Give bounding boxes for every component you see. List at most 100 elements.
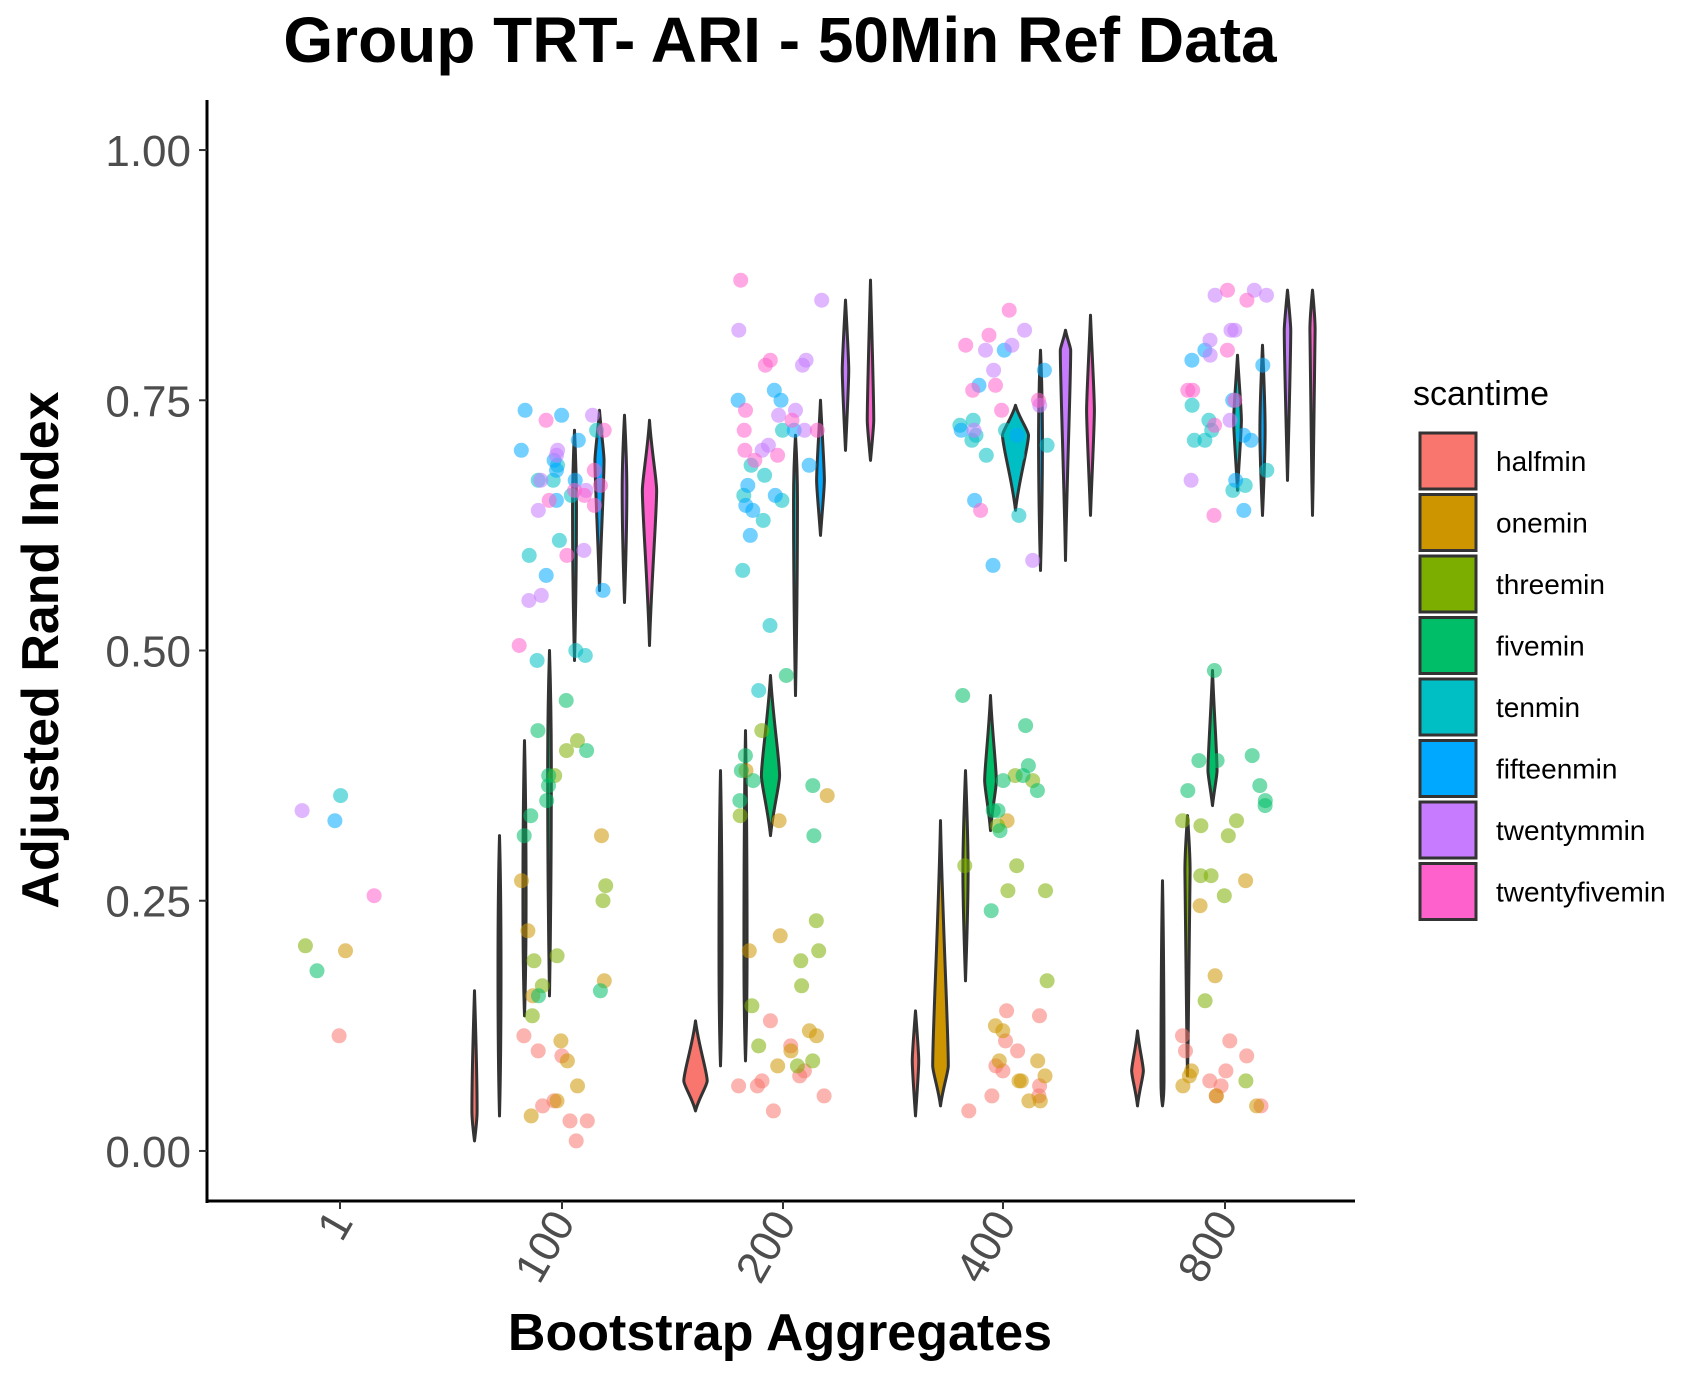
point-tenmin-200	[751, 683, 767, 698]
point-twentyfivemin-100	[592, 477, 608, 493]
y-tick-label: 0.25	[105, 878, 191, 927]
point-tenmin-400	[978, 447, 994, 463]
point-threemin-200	[793, 953, 809, 969]
legend-key-threemin	[1418, 554, 1478, 614]
violin-twentymmin-100	[620, 413, 629, 604]
point-twentymmin-400	[1017, 322, 1033, 338]
point-halfmin-100	[516, 1028, 532, 1044]
point-fivemin-200	[737, 748, 753, 764]
point-twentyfivemin-200	[757, 357, 773, 373]
point-twentyfivemin-400	[965, 382, 981, 398]
point-tenmin-100	[529, 653, 545, 668]
x-tick-label: 800	[1169, 1203, 1248, 1291]
violin-halfmin-100	[470, 989, 479, 1143]
point-onemin-400	[995, 1023, 1011, 1039]
violin-fivemin-100	[546, 649, 553, 998]
point-fivemin-400	[1029, 783, 1045, 799]
point-halfmin-100	[579, 1113, 595, 1129]
point-threemin-100	[598, 878, 614, 894]
point-threemin-800	[1175, 813, 1191, 829]
point-twentyfivemin-400	[1001, 302, 1017, 318]
point-fivemin-200	[805, 778, 821, 794]
point-fivemin-100	[531, 988, 546, 1004]
point-halfmin-1	[331, 1028, 347, 1044]
point-threemin-200	[808, 913, 824, 929]
point-onemin-100	[570, 1078, 585, 1094]
point-fifteenmin-200	[773, 392, 789, 408]
point-fifteenmin-200	[738, 497, 754, 513]
point-twentyfivemin-100	[511, 638, 527, 653]
point-threemin-100	[549, 948, 565, 964]
point-tenmin-800	[1186, 432, 1202, 448]
point-twentymmin-200	[731, 322, 747, 338]
y-tick-label: 0.00	[105, 1128, 191, 1177]
point-fivemin-200	[745, 773, 761, 789]
point-tenmin-800	[1259, 462, 1275, 478]
point-onemin-1	[338, 943, 353, 959]
violin-onemin-400	[931, 819, 950, 1108]
point-tenmin-200	[755, 512, 771, 528]
point-fivemin-400	[1015, 768, 1031, 784]
point-threemin-800	[1220, 828, 1236, 844]
point-onemin-200	[771, 813, 787, 829]
point-onemin-800	[1208, 1088, 1224, 1104]
x-tick-label: 100	[506, 1203, 585, 1291]
point-onemin-100	[549, 1093, 565, 1109]
point-fifteenmin-800	[1184, 352, 1200, 368]
point-threemin-100	[559, 743, 574, 759]
point-twentyfivemin-400	[973, 502, 989, 518]
legend-label-twentyfivemin: twentyfivemin	[1496, 877, 1666, 908]
point-twentyfivemin-800	[1207, 417, 1223, 433]
point-fifteenmin-800	[1236, 502, 1252, 518]
legend-label-threemin: threemin	[1496, 569, 1605, 600]
point-tenmin-400	[998, 422, 1013, 438]
violin-twentyfivemin-800	[1308, 288, 1317, 517]
violin-twentymmin-200	[840, 298, 851, 452]
point-fivemin-100	[541, 778, 556, 794]
legend-key-onemin	[1418, 493, 1478, 552]
y-tick-label: 1.00	[105, 127, 191, 176]
point-fifteenmin-800	[1255, 357, 1271, 373]
point-fivemin-400	[983, 903, 999, 919]
point-twentyfivemin-800	[1219, 342, 1235, 358]
point-fifteenmin-400	[985, 557, 1001, 573]
x-ticks: 1 100 200 400 800	[308, 1201, 1248, 1291]
point-fivemin-400	[990, 803, 1006, 819]
violin-halfmin-200	[682, 1019, 709, 1113]
point-fivemin-400	[1018, 718, 1034, 734]
point-twentymmin-200	[771, 407, 787, 423]
point-threemin-800	[1193, 868, 1209, 884]
x-tick-label: 1	[308, 1203, 363, 1249]
violin-twentyfivemin-100	[640, 418, 659, 647]
point-twentyfivemin-400	[958, 337, 974, 353]
violin-twentyfivemin-200	[865, 278, 876, 462]
point-onemin-800	[1238, 873, 1254, 889]
y-tick-label: 0.50	[105, 628, 191, 677]
point-halfmin-800	[1175, 1028, 1190, 1044]
point-fivemin-400	[955, 688, 971, 703]
point-fivemin-400	[992, 823, 1008, 839]
point-onemin-800	[1249, 1098, 1265, 1114]
point-halfmin-100	[568, 1133, 584, 1149]
point-fivemin-100	[523, 808, 539, 824]
point-twentyfivemin-200	[737, 442, 753, 458]
point-twentymmin-400	[978, 342, 993, 358]
point-twentyfivemin-200	[736, 422, 752, 438]
point-twentyfivemin-400	[988, 377, 1003, 393]
violin-fivemin-400	[983, 694, 998, 833]
point-twentyfivemin-400	[1031, 392, 1046, 408]
point-fivemin-100	[592, 983, 608, 999]
point-fifteenmin-1	[327, 813, 343, 829]
point-tenmin-100	[551, 532, 567, 548]
point-threemin-400	[1000, 883, 1016, 899]
point-threemin-100	[524, 1008, 540, 1024]
point-halfmin-100	[535, 1098, 551, 1114]
point-tenmin-200	[775, 422, 790, 438]
legend-key-twentymmin	[1418, 800, 1478, 860]
legend: scantime halfmin onemin threemin fivemin ten…	[1413, 375, 1666, 921]
point-tenmin-1	[333, 788, 349, 804]
point-onemin-800	[1192, 898, 1208, 914]
point-tenmin-100	[521, 547, 537, 563]
point-halfmin-800	[1222, 1033, 1238, 1049]
point-threemin-800	[1197, 993, 1213, 1009]
